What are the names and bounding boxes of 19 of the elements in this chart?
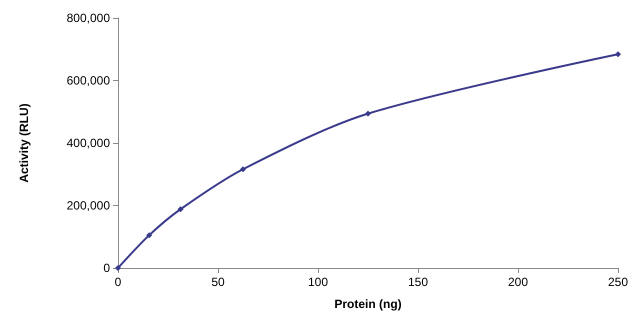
point (615, 51, 621, 58)
x-axis-title: Protein (ng) (334, 297, 402, 311)
y-axis-title: Activity (RLU) (17, 103, 31, 183)
x-tick-label: 100 (308, 275, 328, 289)
point (178, 206, 184, 212)
point (115, 265, 121, 271)
point (146, 232, 152, 238)
point (240, 166, 246, 172)
x-tick-label: 250 (608, 275, 628, 289)
y-tick-label: 800,000 (66, 11, 110, 25)
x-tick-label: 50 (211, 275, 225, 289)
x-tick-label: 0 (114, 275, 122, 289)
y-tick-label: 400,000 (66, 136, 110, 150)
y-tick-label: 0 (103, 261, 110, 275)
x-tick-label: 200 (508, 275, 528, 289)
x-tick-label: 150 (408, 275, 428, 289)
y-tick-label: 200,000 (66, 198, 110, 212)
point (365, 110, 371, 117)
y-tick-label: 600,000 (66, 74, 110, 88)
